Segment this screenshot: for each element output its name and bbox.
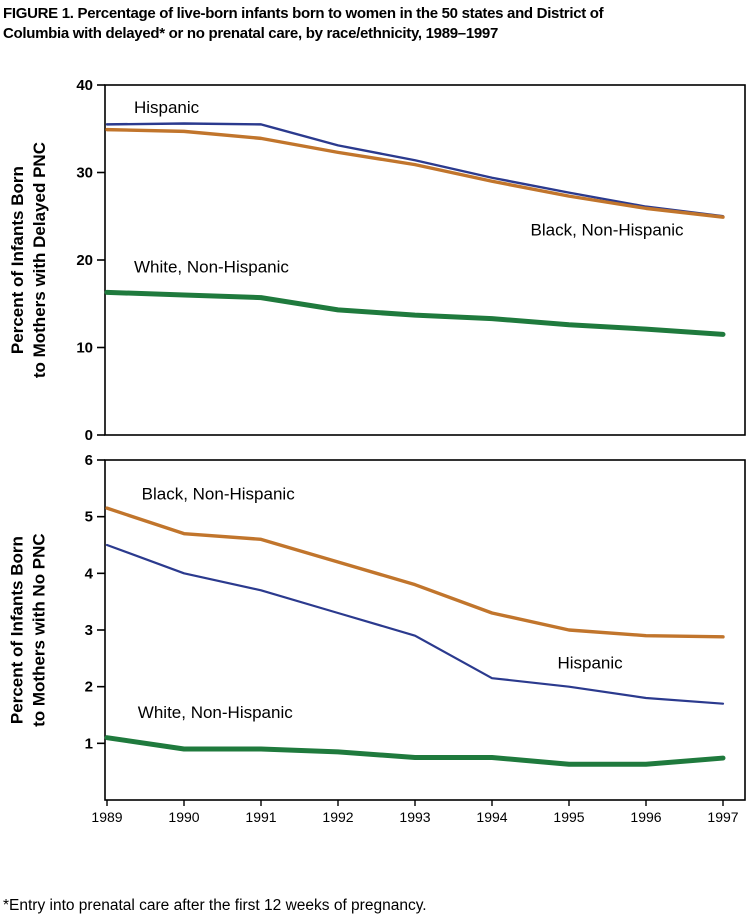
x-tick-label: 1989 — [91, 809, 122, 825]
y-axis-label-nopnc-line1: Percent of Infants Born — [7, 536, 27, 724]
x-tick-label: 1992 — [322, 809, 353, 825]
y-tick-label: 30 — [76, 165, 93, 182]
y-tick-label: 6 — [85, 452, 93, 469]
series-label: Black, Non-Hispanic — [142, 485, 296, 504]
x-tick-label: 1994 — [476, 809, 507, 825]
x-tick-label: 1996 — [630, 809, 661, 825]
series-label: White, Non-Hispanic — [134, 257, 289, 276]
y-tick-label: 0 — [85, 427, 93, 444]
y-tick-label: 10 — [76, 340, 93, 357]
y-axis-label-no-pnc: Percent of Infants Born to Mothers with … — [2, 460, 56, 800]
y-axis-label-delayed-line1: Percent of Infants Born — [7, 166, 27, 354]
y-axis-label-delayed-line2: to Mothers with Delayed PNC — [30, 141, 50, 379]
series-label: Black, Non-Hispanic — [531, 221, 685, 240]
no-pnc-line-chart: 1 2 3 4 5 6 1989 1990 1991 1992 1993 1994 1995 1996 19… — [85, 452, 746, 825]
figure-footnote: *Entry into prenatal care after the firs… — [3, 897, 427, 914]
series-line-hispanic — [105, 543, 725, 705]
y-axis-label-delayed-pnc: Percent of Infants Born to Mothers with … — [2, 85, 56, 435]
series-label: Hispanic — [134, 98, 200, 117]
series-line-hispanic — [105, 122, 725, 218]
x-tick-label: 1993 — [399, 809, 430, 825]
series-line-black-non-hispanic — [105, 506, 725, 639]
series-line-black-non-hispanic — [105, 127, 725, 219]
x-tick-label: 1995 — [553, 809, 584, 825]
y-tick-label: 4 — [85, 565, 94, 582]
series-line-white-non-hispanic — [104, 289, 726, 337]
figure-title-line1: FIGURE 1. Percentage of live-born infant… — [3, 5, 604, 22]
plot-border — [104, 459, 746, 801]
figure-title-line2: Columbia with delayed* or no prenatal ca… — [3, 25, 498, 43]
y-tick-label: 2 — [85, 679, 93, 696]
y-tick-label: 20 — [76, 252, 93, 269]
x-tick-label: 1997 — [707, 809, 738, 825]
series-line-white-non-hispanic — [104, 735, 726, 767]
y-axis-label-nopnc-line2: to Mothers with No PNC — [30, 533, 50, 727]
y-tick-label: 3 — [85, 622, 93, 639]
series-label: White, Non-Hispanic — [138, 703, 293, 722]
y-tick-label: 1 — [85, 735, 93, 752]
x-tick-label: 1991 — [245, 809, 276, 825]
plot-border — [104, 84, 746, 436]
series-label: Hispanic — [557, 654, 623, 673]
figure-title: FIGURE 1. Percentage of live-born infant… — [3, 4, 604, 45]
y-tick-label: 40 — [76, 77, 93, 94]
delayed-pnc-line-chart: 0 10 20 30 40 Hispanic Black, Non-Hispanic Whit… — [76, 77, 746, 444]
y-tick-label: 5 — [85, 509, 93, 526]
x-tick-label: 1990 — [168, 809, 199, 825]
